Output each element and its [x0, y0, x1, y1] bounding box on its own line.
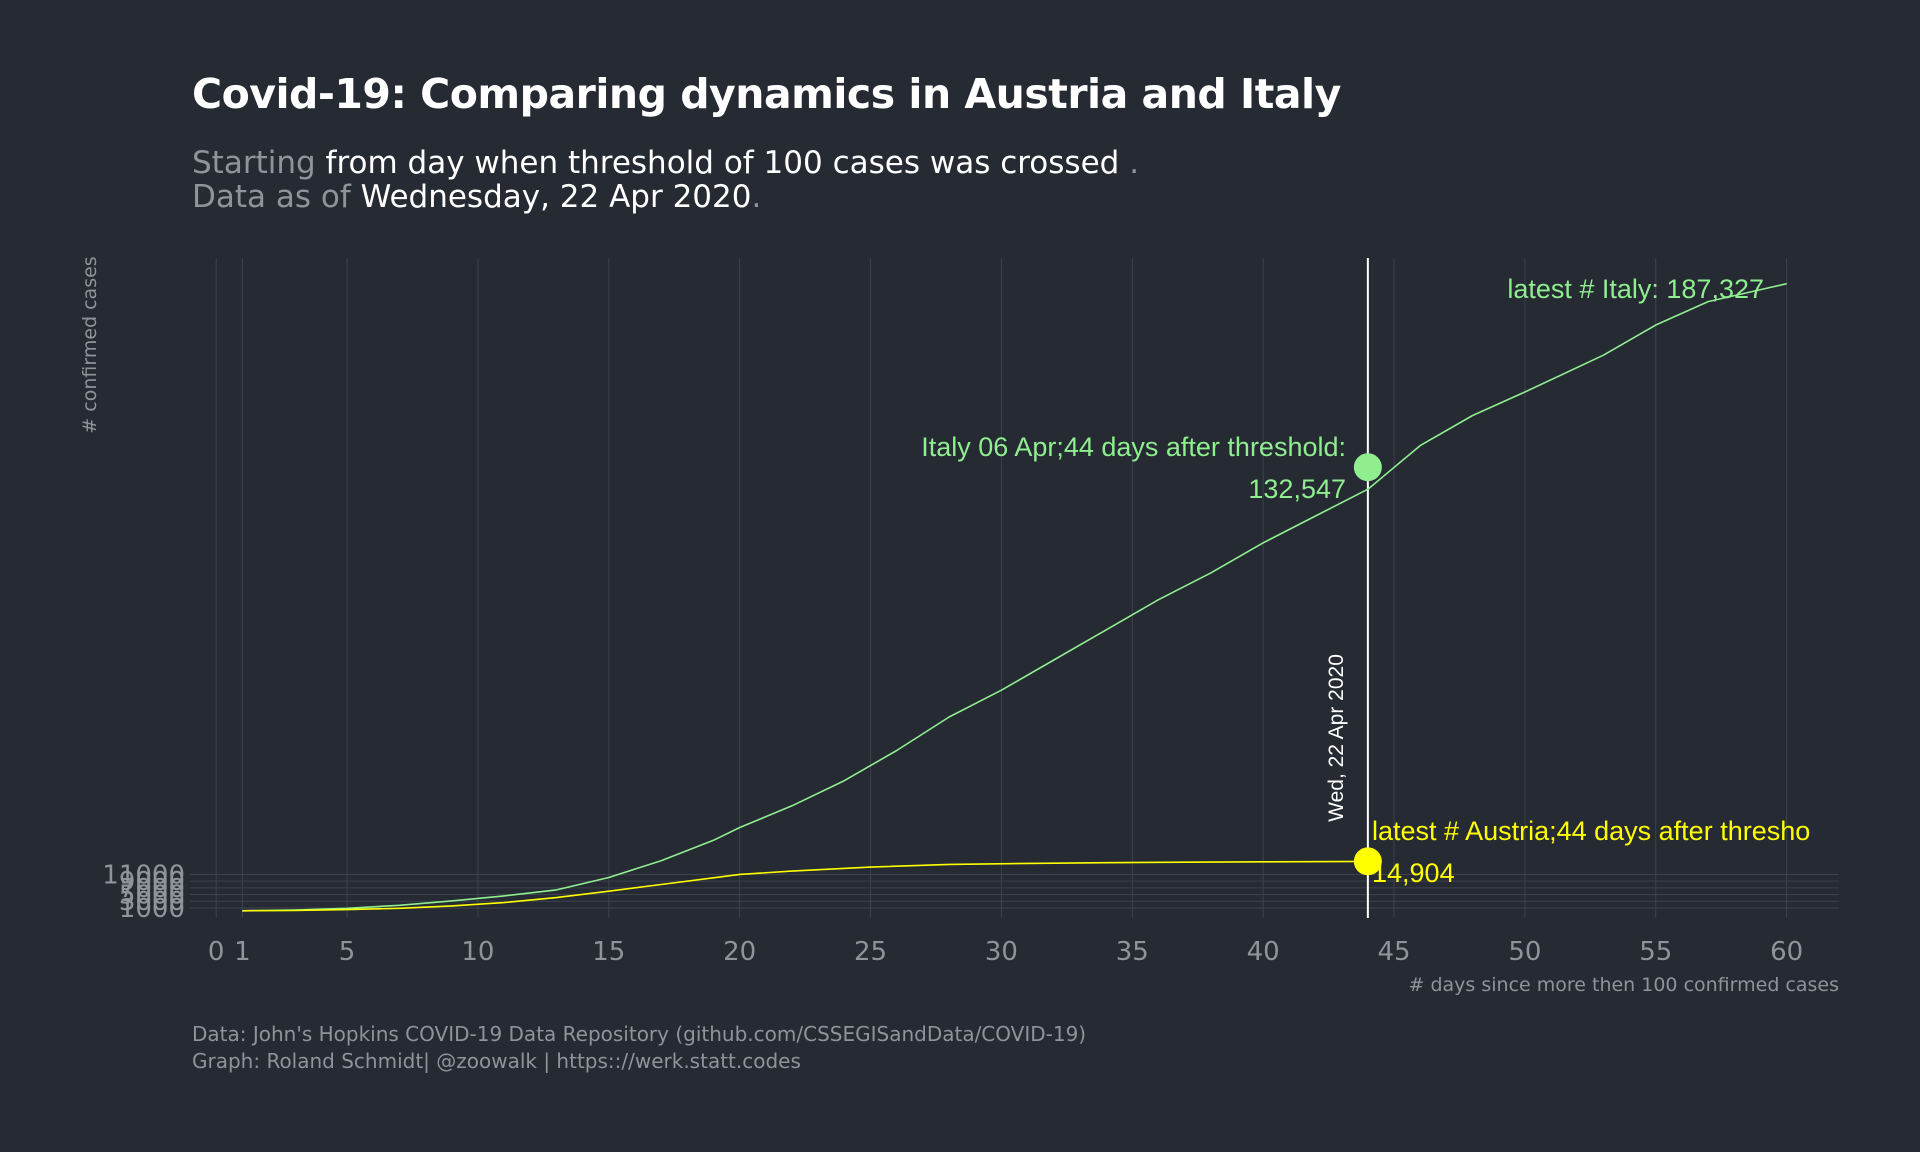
austria-value: 14,904	[1372, 858, 1455, 888]
italy-latest-annotation: latest # Italy: 187,327	[1507, 274, 1764, 304]
subtitle-line-2: Data as of Wednesday, 22 Apr 2020.	[192, 180, 1139, 214]
subtitle-date: Wednesday, 22 Apr 2020	[360, 179, 752, 215]
x-tick-label: 45	[1377, 937, 1410, 967]
x-tick-label: 35	[1116, 937, 1149, 967]
x-tick-label: 1	[234, 937, 251, 967]
x-tick-label: 40	[1247, 937, 1280, 967]
x-axis-title: # days since more then 100 confirmed cas…	[1409, 974, 1840, 996]
caption-source: Data: John's Hopkins COVID-19 Data Repos…	[192, 1022, 1087, 1046]
x-tick-label: 25	[854, 937, 887, 967]
grid	[190, 258, 1839, 918]
caption-credit: Graph: Roland Schmidt| @zoowalk | https:…	[192, 1049, 801, 1073]
series-line-italy	[242, 282, 1787, 912]
chart-title: Covid-19: Comparing dynamics in Austria …	[192, 70, 1341, 118]
subtitle-data-as-of: Data as of	[192, 179, 361, 215]
chart-caption: Data: John's Hopkins COVID-19 Data Repos…	[192, 1021, 1086, 1075]
subtitle-starting: Starting	[192, 145, 316, 181]
y-tick-label: 11000	[102, 860, 185, 890]
series-line-austria	[242, 860, 1368, 912]
subtitle-threshold-text: from day when threshold of 100 cases was…	[315, 145, 1130, 181]
x-tick-label: 55	[1639, 937, 1672, 967]
x-axis-ticks: 0 1 5 10 15 20 25 30 35 40 45 50 55 60	[208, 937, 1803, 967]
x-tick-label: 20	[723, 937, 756, 967]
x-tick-label: 50	[1508, 937, 1541, 967]
italy-mid-value: 132,547	[1248, 474, 1346, 504]
series-lines	[242, 282, 1787, 912]
subtitle-line-1: Starting from day when threshold of 100 …	[192, 146, 1139, 180]
y-axis-title: # confirmed cases	[79, 256, 101, 433]
x-tick-label: 15	[592, 937, 625, 967]
y-tick-label: 9000	[119, 867, 185, 897]
y-tick-label: 1000	[119, 894, 185, 924]
point-italy	[1353, 453, 1382, 482]
chart-subtitle: Starting from day when threshold of 100 …	[192, 146, 1139, 214]
y-tick-label: 7000	[119, 874, 185, 904]
y-tick-label: 5000	[119, 881, 185, 911]
austria-annotation: latest # Austria;44 days after thresho	[1372, 816, 1810, 846]
subtitle-period-1: .	[1129, 145, 1140, 181]
vline-date-label: Wed, 22 Apr 2020	[1325, 654, 1348, 822]
x-tick-label: 5	[339, 937, 356, 967]
x-tick-label: 60	[1770, 937, 1803, 967]
x-tick-label: 10	[461, 937, 494, 967]
subtitle-period-2: .	[751, 179, 762, 215]
y-tick-label: 3000	[119, 887, 185, 917]
highlight-points	[1353, 453, 1382, 876]
point-austria	[1353, 847, 1382, 876]
x-tick-label: 0	[208, 937, 225, 967]
x-tick-label: 30	[985, 937, 1018, 967]
italy-mid-annotation: Italy 06 Apr;44 days after threshold:	[921, 432, 1346, 462]
